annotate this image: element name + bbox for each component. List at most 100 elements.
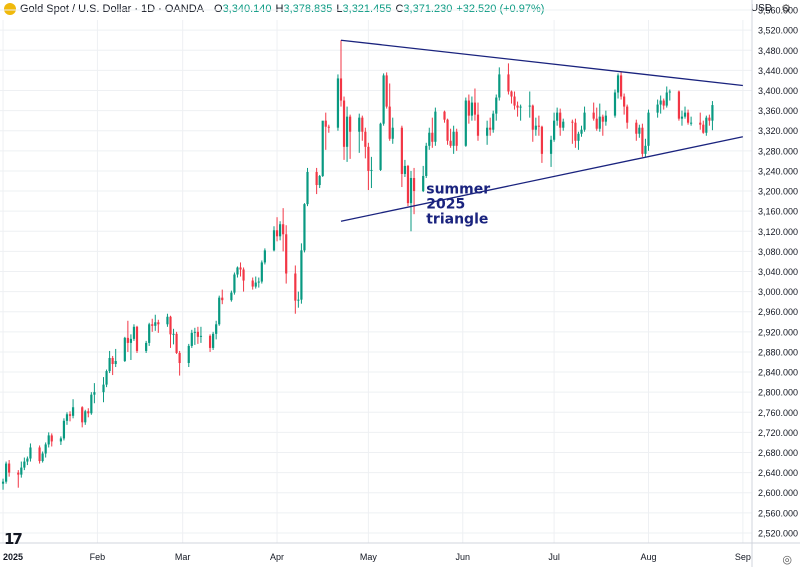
ohlc-low-label: L (336, 3, 343, 15)
candle-body (702, 124, 705, 133)
price-change: +32.520 (+0.97%) (456, 3, 545, 15)
candle-body (135, 326, 139, 351)
candle-body (510, 91, 513, 97)
y-tick-label: 3,520.000 (758, 26, 798, 36)
gold-symbol-icon[interactable] (4, 3, 16, 15)
candle-body (218, 297, 221, 325)
candle-body (59, 438, 62, 442)
candle-body (230, 292, 233, 301)
chart-settings-icon[interactable]: ◎ (782, 554, 792, 566)
candle-body (422, 175, 425, 192)
candle-body (297, 299, 300, 301)
candle-body (507, 74, 510, 92)
x-tick-label: Mar (175, 552, 191, 562)
candle-body (303, 204, 306, 251)
candle-body (711, 105, 714, 121)
candle-body (50, 435, 53, 442)
candle-body (391, 127, 394, 139)
y-tick-label: 2,600.000 (758, 488, 798, 498)
settings-gear-icon[interactable]: ⚙ (781, 3, 791, 15)
candle-body (327, 126, 330, 128)
candle-body (342, 100, 346, 147)
candle-body (129, 338, 133, 343)
candle-body (559, 112, 562, 128)
candle-body (534, 125, 537, 130)
y-tick-label: 3,440.000 (758, 66, 798, 76)
candle-body (455, 131, 458, 146)
candle-body (613, 92, 617, 116)
candle-body (324, 120, 327, 127)
candle-body (87, 411, 90, 414)
candle-body (300, 250, 303, 300)
candle-body (282, 224, 285, 235)
candle-body (516, 105, 519, 108)
candle-body (601, 116, 604, 122)
candle-body (318, 175, 321, 186)
candle-body (623, 96, 626, 107)
candle-body (123, 337, 126, 361)
candle-body (464, 100, 467, 146)
candle-body (190, 332, 193, 346)
candle-body (409, 177, 413, 204)
candle-body (553, 120, 556, 140)
candle-body (20, 467, 23, 475)
candle-body (260, 262, 263, 282)
y-tick-label: 3,160.000 (758, 207, 798, 217)
candle-body (148, 324, 151, 343)
x-tick-label: Apr (270, 552, 284, 562)
candle-body (486, 127, 489, 136)
candle-body (62, 420, 66, 439)
candle-body (126, 337, 129, 343)
candle-body (251, 280, 254, 287)
candle-body (519, 106, 522, 108)
candle-body (254, 282, 257, 287)
x-tick-label: Feb (90, 552, 106, 562)
y-tick-label: 3,200.000 (758, 187, 798, 197)
y-tick-label: 2,560.000 (758, 508, 798, 518)
candle-body (470, 102, 474, 116)
candle-body (285, 234, 288, 274)
upper-trendline (340, 39, 743, 87)
candle-body (495, 97, 498, 114)
candle-body (8, 463, 11, 473)
currency-label[interactable]: USD (750, 3, 772, 14)
candle-body (272, 230, 276, 251)
candle-body (4, 463, 8, 482)
ohlc-open-label: O (214, 3, 223, 15)
candle-body (193, 331, 196, 333)
candle-body (172, 333, 175, 335)
candle-body (166, 316, 169, 325)
candle-body (388, 106, 391, 139)
candle-body (68, 414, 72, 416)
ohlc-high-label: H (275, 3, 284, 15)
candle-body (513, 96, 516, 106)
tradingview-logo-icon[interactable]: 17 (4, 530, 23, 548)
candle-body (540, 126, 544, 154)
candle-body (169, 316, 172, 335)
candle-body (239, 267, 242, 270)
y-tick-label: 3,320.000 (758, 126, 798, 136)
candle-body (44, 444, 47, 454)
candle-body (665, 92, 668, 106)
candle-body (257, 281, 260, 283)
candle-body (580, 129, 583, 134)
candle-body (434, 111, 437, 142)
candle-body (41, 453, 44, 462)
x-tick-label: Jun (456, 552, 471, 562)
candle-body (157, 322, 160, 325)
candle-body (364, 131, 367, 147)
candle-body (367, 146, 370, 171)
candle-body (556, 112, 559, 121)
candle-body (431, 132, 434, 142)
annotation-text: triangle (426, 212, 488, 228)
x-tick-label: May (360, 552, 378, 562)
candle-body (345, 116, 349, 147)
y-tick-label: 2,840.000 (758, 368, 798, 378)
candle-body (690, 122, 693, 124)
candle-body (263, 250, 266, 263)
candle-body (38, 447, 41, 462)
y-tick-label: 3,240.000 (758, 166, 798, 176)
candle-body (379, 123, 382, 170)
symbol-title[interactable]: Gold Spot / U.S. Dollar · 1D · OANDA (20, 3, 204, 15)
